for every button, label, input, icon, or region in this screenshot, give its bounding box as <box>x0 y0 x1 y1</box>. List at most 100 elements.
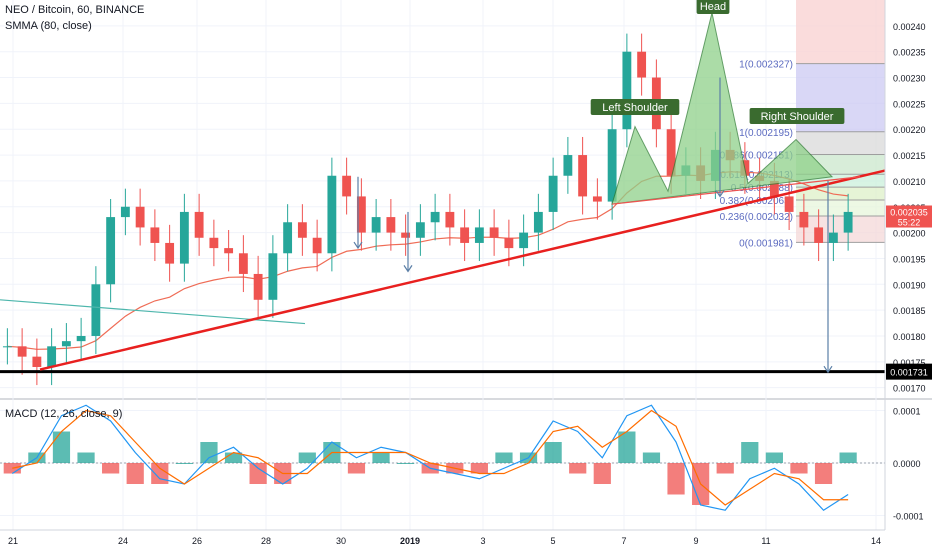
macd-histogram-bar <box>52 431 71 463</box>
macd-histogram-bar <box>544 442 562 463</box>
candle-body <box>106 217 116 285</box>
last-price-badge <box>886 205 932 228</box>
projection-arrowhead <box>823 365 833 374</box>
fib-level-label: 1(0.002195) <box>739 128 793 139</box>
right-shoulder-label: Right Shoulder <box>761 111 834 123</box>
time-tick-label: 11 <box>761 536 770 546</box>
head-and-shoulders-pattern <box>611 12 834 205</box>
fib-zone <box>796 200 885 217</box>
price-tick-label: 0.00180 <box>893 332 926 342</box>
macd-histogram-bar <box>347 463 366 474</box>
macd-histogram-bar <box>790 463 808 474</box>
price-tick-label: 0.00195 <box>893 254 926 264</box>
support-price-badge <box>886 363 932 380</box>
projection-arrowhead <box>403 265 413 273</box>
candle-body <box>135 206 145 228</box>
candle-body <box>386 217 396 233</box>
candle-body <box>91 284 101 336</box>
candle-body <box>519 232 529 249</box>
price-tick-label: 0.00210 <box>893 177 926 187</box>
candle-body <box>165 242 175 264</box>
price-tick-label: 0.00235 <box>893 48 926 58</box>
candle-body <box>430 211 440 223</box>
price-tick-label: 0.00220 <box>893 125 926 135</box>
price-tick-label: 0.00200 <box>893 229 926 239</box>
price-tick-label: 0.00170 <box>893 384 926 394</box>
fib-level-label: 0.786(0.002151) <box>720 151 793 162</box>
support-price-label: 0.001731 <box>890 368 928 378</box>
left-shoulder-label: Left Shoulder <box>602 102 668 114</box>
last-price-label: 0.002035 <box>890 208 928 218</box>
candle-body <box>799 211 809 228</box>
candle-body <box>209 237 219 249</box>
price-tick-label: 0.00225 <box>893 99 926 109</box>
candle-body <box>283 222 293 254</box>
candle-body <box>622 51 632 130</box>
price-tick-label: 0.00215 <box>893 151 926 161</box>
candle-body <box>769 180 779 197</box>
macd-histogram-bar <box>224 452 243 463</box>
time-tick-label: 3 <box>480 536 485 546</box>
smma-indicator-label: SMMA (80, close) <box>5 20 92 32</box>
macd-histogram-bar <box>77 452 95 463</box>
macd-histogram-bar <box>175 463 193 464</box>
candle-body <box>150 227 160 243</box>
projection-arrowhead <box>353 241 363 250</box>
price-tick-label: 0.00240 <box>893 22 926 32</box>
macd-histogram-bar <box>765 452 783 463</box>
countdown-label: 55:22 <box>898 218 921 228</box>
candle-body <box>460 227 470 243</box>
macd-histogram-bar <box>839 452 857 463</box>
candle-body <box>548 175 558 212</box>
candle-body <box>563 155 573 176</box>
macd-tick-label: -0.0001 <box>893 512 924 522</box>
candle-body <box>578 155 588 197</box>
macd-histogram-bar <box>102 463 120 474</box>
candle-body <box>327 175 337 254</box>
grid <box>0 0 932 530</box>
time-tick-label: 30 <box>336 536 346 546</box>
macd-histogram-bar <box>372 452 390 463</box>
symbol-title: NEO / Bitcoin, 60, BINANCE <box>5 4 145 16</box>
candle-body <box>32 356 42 367</box>
candle-body <box>401 232 411 238</box>
macd-histogram-bar <box>397 463 415 464</box>
price-pane <box>0 0 885 398</box>
candle-body <box>268 253 278 300</box>
drawings[interactable]: Left Shoulder Head Right Shoulder <box>0 0 886 374</box>
macd-histogram-bar <box>618 431 636 463</box>
projection-arrowhead <box>715 190 725 198</box>
candle-body <box>342 175 352 197</box>
macd-histogram-bar <box>249 463 267 484</box>
candle-body <box>504 237 514 249</box>
candle-body <box>415 222 425 238</box>
fib-zone <box>796 187 885 201</box>
macd-pane <box>0 404 885 516</box>
macd-histogram-bar <box>593 463 611 484</box>
fib-zone <box>796 131 885 155</box>
head-label: Head <box>700 1 726 13</box>
time-tick-label: 2019 <box>400 536 420 546</box>
fib-level-label: 0.236(0.002032) <box>720 212 793 223</box>
macd-line <box>11 404 849 512</box>
time-tick-label: 21 <box>8 536 18 546</box>
right-shoulder-label-bg <box>749 108 845 124</box>
macd-tick-label: 0.0001 <box>893 407 921 417</box>
candle-body <box>356 196 366 233</box>
fib-level-label: 0.5(0.002088) <box>731 183 793 194</box>
candle-body <box>592 196 602 202</box>
macd-histogram-bar <box>814 463 833 484</box>
left-shoulder-label-bg <box>590 99 680 115</box>
macd-indicator-label: MACD (12, 26, close, 9) <box>5 408 123 420</box>
candle-body <box>445 211 455 228</box>
candle-body <box>17 346 27 357</box>
head-label-bg <box>696 0 730 14</box>
candle-body <box>238 253 248 274</box>
neckline <box>611 176 861 205</box>
candle-body <box>533 211 543 233</box>
fib-zone <box>796 216 885 243</box>
time-tick-label: 26 <box>192 536 202 546</box>
price-tick-label: 0.00175 <box>893 358 926 368</box>
